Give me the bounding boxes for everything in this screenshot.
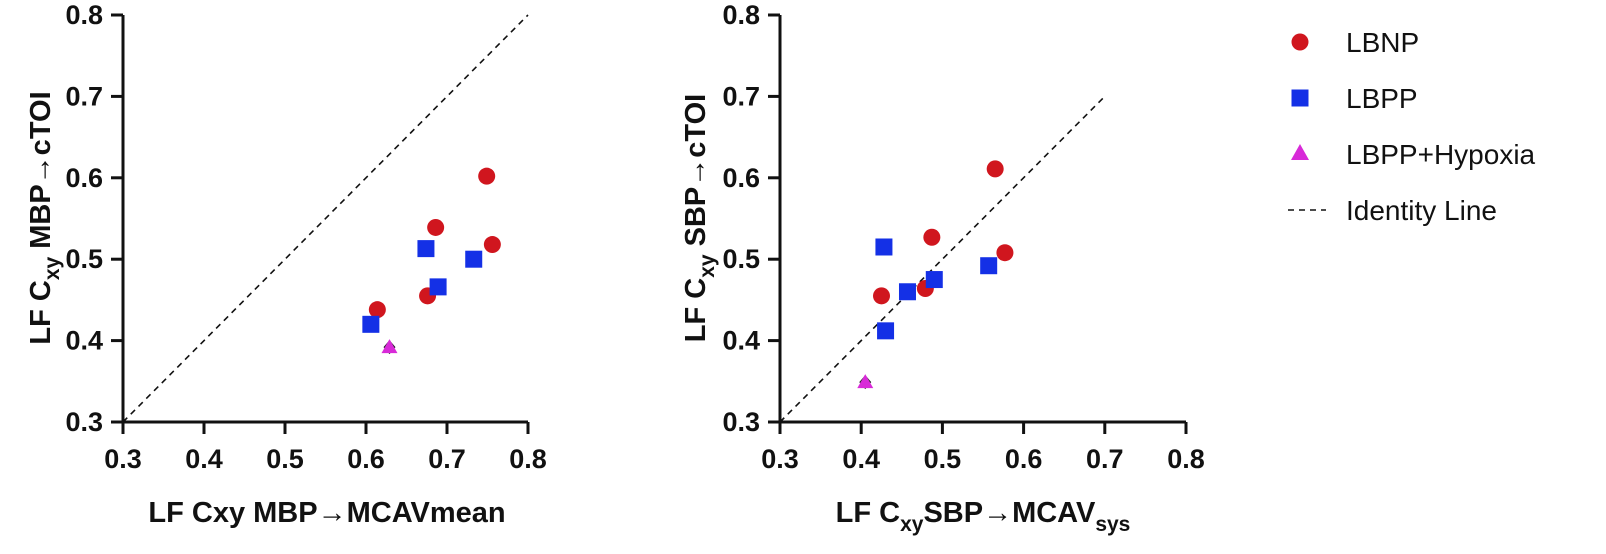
x-tick-label: 0.4 [185, 444, 223, 474]
legend-item-lbnp: LBNP [1291, 27, 1419, 58]
x-tick-label: 0.4 [842, 444, 880, 474]
data-point-lbpp-hypoxia [857, 374, 874, 390]
legend-item-identity: Identity Line [1288, 195, 1497, 226]
data-point-lbpp [429, 278, 447, 296]
y-tick-label: 0.8 [65, 0, 103, 30]
data-point-lbpp [898, 283, 916, 301]
y-axis-label-right: LF Cxy SBP→cTOI [680, 94, 719, 342]
y-tick-label: 0.6 [722, 163, 760, 193]
x-tick-label: 0.8 [509, 444, 547, 474]
x-tick-label: 0.3 [761, 444, 799, 474]
legend: LBNP LBPP LBPP+Hypoxia Identity Line [1288, 27, 1536, 226]
data-point-lbpp-hypoxia [381, 339, 398, 355]
x-axis-label-right: LF CxySBP→MCAVsys [836, 497, 1131, 536]
data-point-lbpp [465, 250, 483, 268]
data-point-lbnp [478, 167, 496, 185]
legend-label: LBPP [1346, 83, 1418, 114]
chart-panel-left: 0.3 0.4 0.5 0.6 0.7 0.8 0.3 0.4 0.5 0.6 0.7 0.8 LF … [25, 0, 547, 529]
legend-circle-swatch [1291, 33, 1309, 51]
chart-panel-right: 0.3 0.4 0.5 0.6 0.7 0.8 0.3 0.4 0.5 0.6 0.7 0.8 LF … [680, 0, 1205, 536]
data-point-lbpp [362, 315, 380, 333]
data-point-lbpp [417, 240, 435, 258]
data-point-lbpp [980, 257, 998, 275]
y-axis-label-left: LF Cxy MBP→cTOI [25, 91, 64, 344]
legend-label: Identity Line [1346, 195, 1497, 226]
data-point-lbpp [875, 238, 893, 256]
data-point-lbpp [877, 322, 895, 340]
plot-area-left: 0.3 0.4 0.5 0.6 0.7 0.8 0.3 0.4 0.5 0.6 0.7 0.8 [65, 0, 546, 474]
data-point-lbpp [925, 271, 943, 289]
y-tick-label: 0.5 [65, 244, 103, 274]
legend-triangle-swatch [1291, 144, 1309, 160]
y-tick-label: 0.6 [65, 163, 103, 193]
y-tick-label: 0.8 [722, 0, 760, 30]
identity-line [779, 95, 1106, 423]
x-tick-label: 0.6 [1005, 444, 1043, 474]
x-tick-label: 0.8 [1167, 444, 1205, 474]
legend-label: LBPP+Hypoxia [1346, 139, 1536, 170]
data-point-lbnp [996, 244, 1014, 262]
x-axis-label-left: LF Cxy MBP→MCAVmean [148, 497, 505, 529]
x-tick-label: 0.5 [924, 444, 962, 474]
y-tick-label: 0.4 [65, 326, 103, 356]
x-tick-label: 0.5 [266, 444, 304, 474]
data-point-lbnp [483, 236, 501, 254]
data-point-lbnp [923, 228, 941, 246]
x-tick-label: 0.7 [1086, 444, 1124, 474]
y-tick-label: 0.5 [722, 244, 760, 274]
legend-square-swatch [1291, 89, 1309, 107]
legend-label: LBNP [1346, 27, 1419, 58]
legend-item-lbpp-hypoxia: LBPP+Hypoxia [1291, 139, 1536, 170]
y-tick-label: 0.4 [722, 326, 760, 356]
identity-line [122, 14, 529, 423]
x-tick-label: 0.3 [104, 444, 142, 474]
x-tick-label: 0.6 [347, 444, 385, 474]
plot-area-right: 0.3 0.4 0.5 0.6 0.7 0.8 0.3 0.4 0.5 0.6 0.7 0.8 [722, 0, 1204, 474]
y-tick-label: 0.3 [722, 407, 760, 437]
y-tick-label: 0.7 [722, 81, 760, 111]
data-point-lbnp [427, 218, 445, 236]
y-tick-label: 0.3 [65, 407, 103, 437]
y-tick-label: 0.7 [65, 81, 103, 111]
legend-item-lbpp: LBPP [1291, 83, 1418, 114]
x-tick-label: 0.7 [428, 444, 466, 474]
data-point-lbnp [368, 301, 386, 319]
data-point-lbnp [986, 160, 1004, 178]
data-point-lbnp [873, 287, 890, 305]
